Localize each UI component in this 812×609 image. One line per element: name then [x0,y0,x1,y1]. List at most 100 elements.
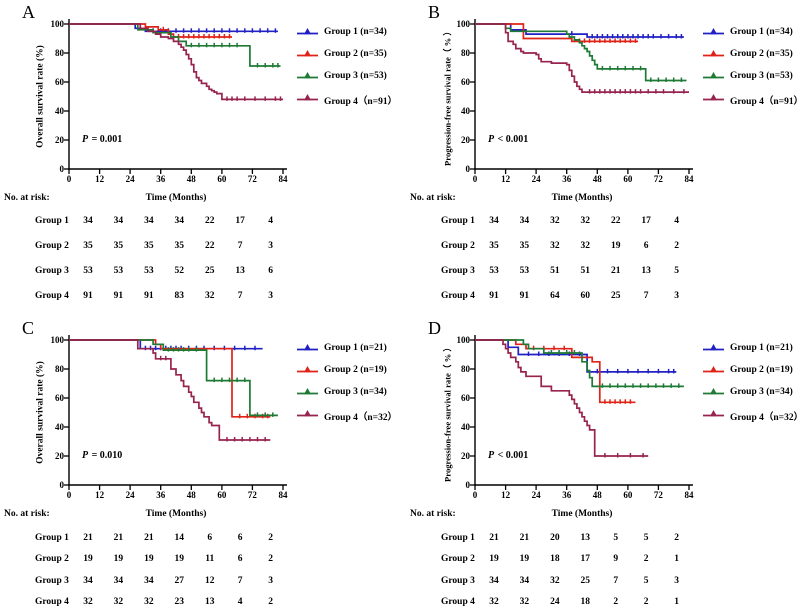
risk-count: 32 [144,597,154,608]
legend-marker-icon [703,72,724,79]
legend-marker-icon [297,94,318,101]
y-tick-label: 80 [461,47,470,58]
x-tick-label: 72 [247,174,257,184]
risk-row-name: Group 2 [441,241,475,251]
risk-count: 5 [613,533,619,543]
risk-table-header: No. at risk: [410,509,456,519]
survival-curves-svg [470,19,693,174]
x-axis-title: Time (Months) [551,193,613,203]
risk-count: 25 [610,291,621,301]
legend-marker-icon [297,344,318,351]
y-axis-title: Progression-free survival rate（ % ） [442,27,453,166]
risk-count: 7 [237,575,243,586]
x-tick-label: 84 [684,174,694,184]
risk-count: 21 [144,533,154,543]
risk-count: 53 [113,266,124,276]
panel-b: B Progression-free survival rate（ % ） P … [406,0,812,305]
y-tick-label: 60 [55,76,64,87]
risk-table-header: No. at risk: [4,193,50,203]
risk-count: 3 [268,241,273,251]
risk-count: 3 [268,575,273,586]
legend-label: Group 1 (n=34) [730,27,793,37]
risk-row-name: Group 2 [441,554,475,565]
legend-label: Group 3 (n=34) [730,387,793,397]
risk-count: 23 [174,597,185,608]
legend-label: Group 3 (n=53) [324,71,387,81]
y-tick-label: 20 [461,450,470,461]
risk-count: 53 [489,266,499,276]
risk-count: 2 [643,554,649,565]
legend-label: Group 3 (n=53) [730,71,793,81]
risk-count: 5 [643,575,649,586]
risk-count: 34 [174,216,185,226]
x-tick-label: 84 [684,490,694,500]
legend-marker-icon [703,344,724,351]
legend-marker-icon [703,28,724,35]
risk-row-name: Group 1 [35,533,69,543]
y-tick-label: 100 [456,18,471,29]
risk-count: 34 [113,575,124,586]
y-tick-label: 40 [55,421,64,432]
x-tick-label: 24 [531,490,541,500]
risk-count: 19 [610,241,621,251]
y-tick-label: 80 [55,47,64,58]
x-tick-label: 48 [592,490,602,500]
panel-a: A Overall survival rate (%) P = 0.001 Ti… [0,0,406,305]
risk-count: 2 [613,597,619,608]
x-tick-label: 72 [653,490,663,500]
risk-count: 17 [641,216,651,226]
y-tick-label: 80 [55,363,64,374]
risk-count: 6 [237,533,243,543]
risk-count: 4 [674,216,679,226]
risk-row-name: Group 3 [441,575,475,586]
legend-marker-icon [297,28,318,35]
panel-letter: B [428,2,441,22]
risk-count: 34 [144,575,154,586]
risk-count: 22 [610,216,621,226]
risk-count: 27 [174,575,185,586]
risk-count: 32 [519,597,530,608]
risk-count: 19 [174,554,185,565]
legend-marker-icon [297,50,318,57]
risk-count: 2 [268,533,273,543]
risk-count: 21 [519,533,530,543]
risk-count: 91 [83,291,93,301]
risk-count: 34 [489,216,499,226]
x-tick-label: 0 [472,490,478,500]
x-tick-label: 12 [501,490,511,500]
risk-count: 21 [113,533,124,543]
risk-count: 7 [237,291,243,301]
risk-count: 32 [550,216,560,226]
x-tick-label: 72 [247,490,257,500]
risk-count: 19 [519,554,530,565]
y-tick-label: 40 [461,421,470,432]
risk-count: 7 [643,291,649,301]
y-axis-title: Overall survival rate (%) [35,361,46,464]
legend-marker-icon [703,50,724,57]
y-tick-label: 0 [59,163,65,174]
risk-count: 64 [550,291,560,301]
y-tick-label: 60 [461,76,470,87]
risk-count: 83 [174,291,185,301]
y-tick-label: 100 [456,334,471,345]
risk-count: 52 [174,266,185,276]
risk-count: 91 [113,291,124,301]
y-tick-label: 0 [59,479,65,490]
risk-count: 25 [204,266,215,276]
risk-count: 19 [489,554,499,565]
x-tick-label: 12 [95,174,105,184]
risk-count: 34 [113,216,124,226]
x-tick-label: 48 [186,490,196,500]
risk-count: 34 [519,216,530,226]
risk-count: 35 [519,241,530,251]
legend-label: Group 4（n=91） [324,97,398,107]
panel-d: D Progression-free survival rate（ % ） P … [406,316,812,609]
legend-label: Group 1 (n=21) [730,343,793,353]
risk-count: 25 [580,575,591,586]
risk-count: 51 [580,266,591,276]
risk-count: 53 [519,266,530,276]
risk-count: 18 [550,554,560,565]
legend-label: Group 1 (n=34) [324,27,387,37]
risk-count: 2 [268,597,273,608]
